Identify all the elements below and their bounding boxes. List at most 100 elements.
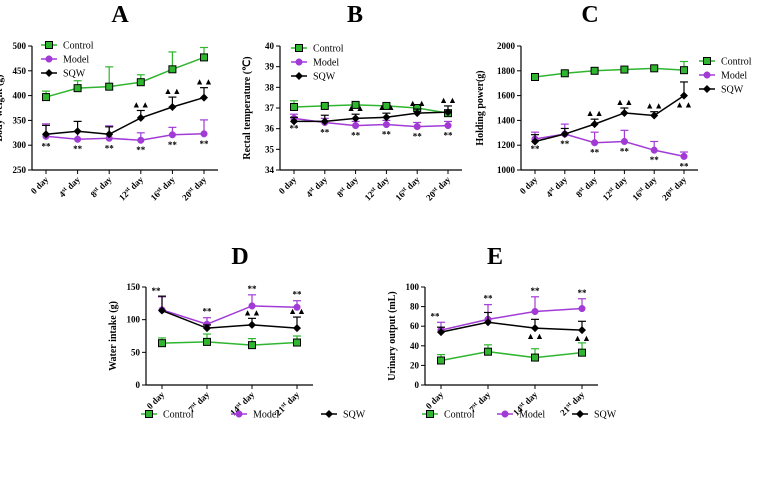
panel-e-legend-marker-2: [576, 410, 584, 418]
panel-b-ytick-label-0: 34: [265, 165, 275, 175]
panel-d-sqw-line: [161, 309, 298, 329]
panel-a-model-point-3: [137, 136, 145, 144]
panel-d-legend-label-1: Model: [253, 410, 279, 421]
panel-e-legend-label-0: Control: [444, 410, 475, 421]
panel-a-model-point-1: [74, 135, 82, 143]
panel-c-xtick-label-1: 4st day: [544, 174, 569, 199]
panel-d-control-point-0: [158, 339, 166, 348]
panel-letter-e: E: [487, 244, 503, 270]
panel-a-legend-label-0: Control: [63, 41, 94, 52]
panel-a-control-line: [45, 56, 205, 98]
panel-b-legend-label-1: Model: [313, 58, 339, 69]
panel-d-model-sig-1: **: [203, 307, 213, 317]
panel-c-sqw-sig-3: ▲▲: [615, 97, 633, 107]
panel-c-sqw-sig-2: ▲▲: [586, 108, 604, 118]
panel-d-ytick-label-2: 100: [127, 315, 141, 325]
panel-d-model-line: [161, 305, 298, 326]
panel-d-ytick-label-3: 150: [127, 282, 141, 292]
panel-c-model-point-4: [650, 146, 658, 154]
panel-e-model-line: [440, 307, 583, 331]
panel-b-sqw-point-4: [413, 109, 422, 118]
panel-e-model-sig-1: **: [484, 294, 494, 304]
panel-a-xtick-label-4: 16st day: [148, 174, 178, 203]
panel-c-sqw-sig-5: ▲▲: [675, 100, 693, 110]
panel-e-model-sig-3: **: [578, 288, 588, 298]
panel-c-sqw-point-2: [590, 120, 599, 129]
panel-d-model-sig-0: **: [152, 286, 162, 296]
panel-a-model-point-5: [200, 130, 208, 138]
panel-d-model-point-3: [293, 303, 301, 311]
panel-b-xtick-text-3: 12st day: [362, 174, 391, 203]
panel-a-xtick-text-3: 12st day: [117, 174, 146, 203]
panel-c-xtick-text-4: 16st day: [630, 174, 659, 203]
panel-c-y-axis-title: Holding power(g): [475, 70, 486, 145]
panel-d-model-sig-3: **: [293, 290, 303, 300]
panel-b-control-point-0: [290, 102, 298, 111]
panel-d-sqw-sig-3: ▲▲: [288, 306, 306, 316]
panel-c-control-point-1: [560, 69, 569, 78]
panel-c-sqw-point-0: [531, 137, 539, 146]
panel-e-xtick-label-0: 0 day: [424, 389, 446, 411]
panel-a-sqw-sig-5: ▲▲: [195, 77, 213, 87]
panel-c-ytick-label-2: 1400: [497, 115, 516, 125]
panel-e-sqw-point-0: [437, 328, 445, 337]
panel-e-ytick-label-1: 20: [410, 360, 420, 370]
panel-a-sqw-point-0: [42, 130, 50, 139]
panel-e-control-point-2: [531, 353, 539, 362]
panel-c-xtick-text-3: 12st day: [600, 174, 629, 203]
panel-c-control-point-5: [680, 66, 688, 75]
panel-e-model-sig-2: **: [531, 286, 541, 296]
panel-c-model-sig-4: **: [650, 155, 660, 165]
panel-a-model-sig-5: **: [200, 139, 210, 149]
panel-e-legend-label-2: SQW: [594, 410, 617, 421]
panel-e-y-axis-title: Urinary output (mL): [387, 291, 398, 380]
panel-b-sqw-line: [294, 111, 449, 123]
panel-c-xtick-label-4: 16st day: [630, 174, 659, 203]
panel-b-sqw-point-5: [444, 108, 452, 117]
panel-b-ytick-label-3: 37: [265, 103, 275, 113]
panel-a-legend-marker-1: [45, 55, 53, 63]
panel-b-y-axis-title: Rectal temperature (℃): [242, 56, 253, 159]
panel-c-model-sig-0: **: [531, 144, 541, 154]
panel-a-ytick-label-1: 300: [13, 140, 27, 150]
panel-e-legend-marker-1: [501, 410, 509, 418]
panel-c-sqw-sig-4: ▲▲: [645, 101, 663, 111]
panel-c-xtick-text-5: 20st day: [660, 174, 689, 203]
panel-e-control-point-3: [578, 348, 586, 357]
panel-d-xtick-text-0: 0 day: [145, 389, 167, 411]
panel-d-legend-label-0: Control: [163, 410, 194, 421]
panel-c-xtick-text-0: 0 day: [518, 174, 540, 196]
panel-a-xtick-label-3: 12st day: [117, 174, 146, 203]
panel-b-model-sig-0: **: [290, 123, 300, 133]
panel-d-sqw-point-3: [293, 324, 301, 333]
panel-d-legend-marker-1: [235, 410, 243, 418]
panel-a-xtick-text-4: 16st day: [148, 174, 177, 203]
panel-c-model-point-3: [620, 137, 628, 146]
panel-letter-b: B: [347, 2, 363, 28]
panel-b-sqw-point-0: [290, 117, 298, 126]
panel-e-control-point-0: [437, 356, 445, 365]
panel-e-sqw-point-3: [578, 326, 586, 335]
panel-c-legend-marker-0: [703, 57, 711, 65]
panel-c-legend-marker-2: [703, 85, 711, 93]
panel-a-control-point-3: [136, 78, 145, 87]
panel-c-ytick-label-4: 1800: [497, 66, 516, 76]
panel-b-xtick-text-5: 20st day: [424, 174, 453, 203]
panel-d-xtick-label-0: 0 day: [145, 389, 167, 411]
panel-c-ytick-label-0: 1000: [497, 165, 516, 175]
panel-c-model-sig-2: **: [590, 148, 600, 158]
panel-d-control-point-1: [203, 337, 211, 346]
panel-b-xtick-text-4: 16st day: [393, 174, 422, 203]
panel-a-xtick-label-1: 4st day: [57, 174, 82, 199]
panel-a-model-point-4: [168, 131, 176, 139]
panel-a-sqw-point-3: [136, 113, 145, 122]
panel-b-control-point-1: [320, 101, 329, 110]
panel-b-sqw-point-2: [351, 114, 360, 123]
panel-a-control-point-4: [168, 65, 177, 74]
panel-e-ytick-label-4: 80: [410, 302, 420, 312]
panel-c-control-point-3: [620, 65, 629, 74]
panel-b-sqw-point-1: [320, 117, 329, 126]
panel-b-xtick-label-4: 16st day: [393, 174, 422, 203]
panel-a-xtick-text-5: 20st day: [180, 174, 209, 203]
